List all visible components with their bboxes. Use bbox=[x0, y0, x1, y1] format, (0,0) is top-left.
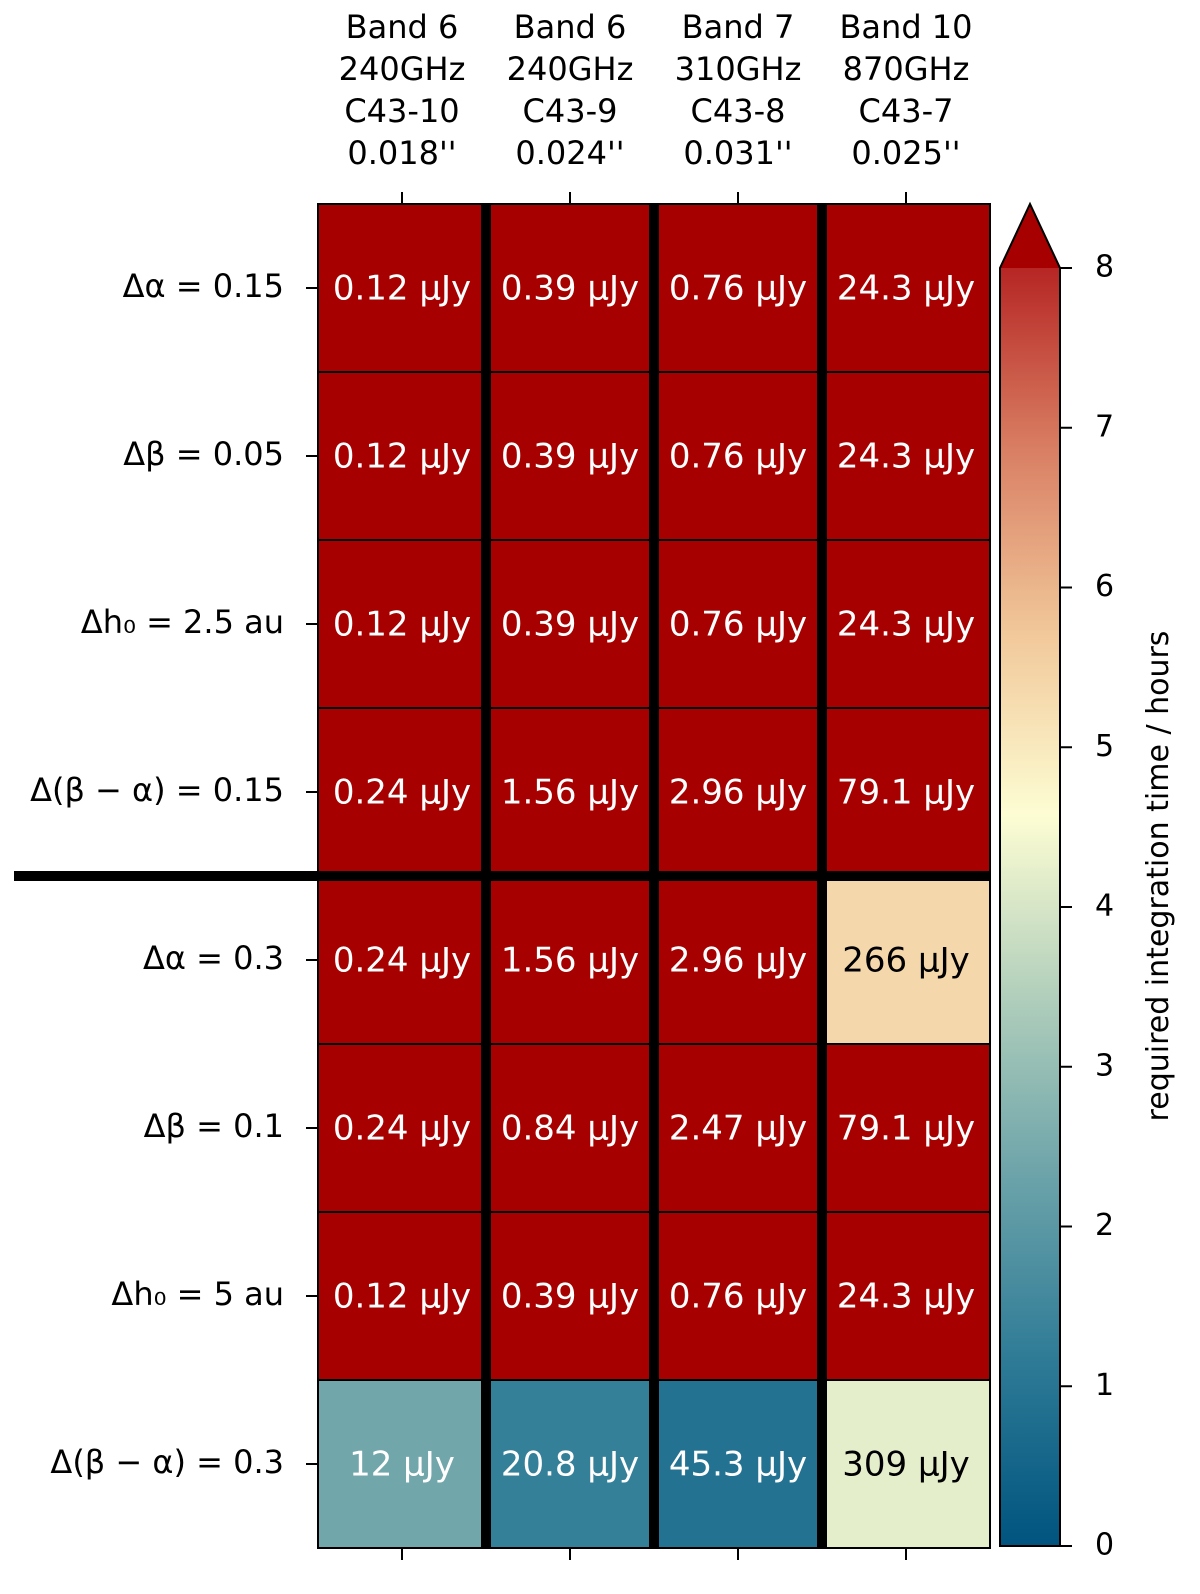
cell-value-label: 0.24 μJy bbox=[333, 773, 471, 813]
column-header-line: 0.024'' bbox=[515, 134, 624, 172]
column-header-line: 0.025'' bbox=[851, 134, 960, 172]
cell-value-label: 0.12 μJy bbox=[333, 1277, 471, 1317]
cell-value-label: 0.12 μJy bbox=[333, 605, 471, 645]
cell-value-label: 2.96 μJy bbox=[669, 773, 807, 813]
heatmap-cell bbox=[317, 1211, 487, 1381]
cell-value-label: 1.56 μJy bbox=[501, 941, 639, 981]
column-header-line: 870GHz bbox=[843, 50, 970, 88]
heatmap-cell bbox=[653, 1043, 823, 1213]
cell-value-label: 0.39 μJy bbox=[501, 437, 639, 477]
colorbar-tick-label: 2 bbox=[1095, 1208, 1114, 1243]
column-header-line: Band 10 bbox=[839, 8, 972, 46]
cell-value-label: 0.76 μJy bbox=[669, 437, 807, 477]
colorbar-tick-label: 6 bbox=[1095, 569, 1114, 604]
column-header-line: Band 7 bbox=[682, 8, 795, 46]
column-header-line: Band 6 bbox=[514, 8, 627, 46]
column-header-line: 240GHz bbox=[507, 50, 634, 88]
cell-value-label: 0.39 μJy bbox=[501, 1277, 639, 1317]
heatmap-cell bbox=[653, 1379, 823, 1549]
cell-value-label: 0.84 μJy bbox=[501, 1109, 639, 1149]
heatmap-cell bbox=[821, 539, 991, 709]
heatmap-cell bbox=[317, 203, 487, 373]
heatmap-cell bbox=[317, 1043, 487, 1213]
heatmap-cell bbox=[317, 371, 487, 541]
heatmap-cell bbox=[485, 1043, 655, 1213]
cell-value-label: 0.39 μJy bbox=[501, 605, 639, 645]
colorbar-tick-label: 7 bbox=[1095, 409, 1114, 444]
heatmap-cell bbox=[821, 1211, 991, 1381]
colorbar-outline bbox=[999, 201, 1061, 1547]
heatmap-cell bbox=[821, 203, 991, 373]
cell-value-label: 2.47 μJy bbox=[669, 1109, 807, 1149]
row-label: Δ(β − α) = 0.3 bbox=[50, 1443, 284, 1481]
cell-value-label: 24.3 μJy bbox=[837, 437, 975, 477]
heatmap-cell bbox=[317, 707, 487, 877]
row-label: Δβ = 0.05 bbox=[123, 435, 284, 473]
cell-value-label: 0.24 μJy bbox=[333, 941, 471, 981]
heatmap-cell bbox=[653, 1211, 823, 1381]
cell-value-label: 0.12 μJy bbox=[333, 269, 471, 309]
cell-value-label: 0.76 μJy bbox=[669, 605, 807, 645]
colorbar-tick-label: 5 bbox=[1095, 729, 1114, 764]
row-label: Δh₀ = 5 au bbox=[111, 1275, 284, 1313]
colorbar-tick-label: 8 bbox=[1095, 250, 1114, 285]
column-header-line: 0.018'' bbox=[347, 134, 456, 172]
heatmap-cell bbox=[485, 539, 655, 709]
cell-value-label: 24.3 μJy bbox=[837, 605, 975, 645]
column-header-line: C43-10 bbox=[344, 92, 459, 130]
colorbar-extend-arrow bbox=[1000, 204, 1060, 268]
heatmap-cell bbox=[317, 1379, 487, 1549]
cell-value-label: 24.3 μJy bbox=[837, 1277, 975, 1317]
heatmap-cell bbox=[821, 875, 991, 1045]
heatmap-cell bbox=[653, 875, 823, 1045]
row-label: Δα = 0.15 bbox=[123, 267, 284, 305]
colorbar-tick-label: 4 bbox=[1095, 889, 1114, 924]
column-header-line: C43-9 bbox=[523, 92, 618, 130]
column-header-line: C43-7 bbox=[859, 92, 954, 130]
cell-value-label: 45.3 μJy bbox=[669, 1445, 807, 1485]
column-header-line: 240GHz bbox=[339, 50, 466, 88]
cell-value-label: 1.56 μJy bbox=[501, 773, 639, 813]
heatmap-cell bbox=[485, 371, 655, 541]
heatmap-cell bbox=[317, 875, 487, 1045]
row-label: Δh₀ = 2.5 au bbox=[81, 603, 284, 641]
row-label: Δβ = 0.1 bbox=[144, 1107, 284, 1145]
cell-value-label: 24.3 μJy bbox=[837, 269, 975, 309]
heatmap-cell bbox=[485, 203, 655, 373]
column-header-line: 310GHz bbox=[675, 50, 802, 88]
colorbar-tick-label: 3 bbox=[1095, 1048, 1114, 1083]
cell-value-label: 79.1 μJy bbox=[837, 1109, 975, 1149]
colorbar-body bbox=[1000, 268, 1060, 1546]
cell-value-label: 12 μJy bbox=[349, 1445, 455, 1485]
cell-value-label: 266 μJy bbox=[842, 941, 969, 981]
cell-value-label: 0.39 μJy bbox=[501, 269, 639, 309]
cell-value-label: 20.8 μJy bbox=[501, 1445, 639, 1485]
cell-value-label: 0.12 μJy bbox=[333, 437, 471, 477]
column-header-line: C43-8 bbox=[691, 92, 786, 130]
colorbar-tick-label: 0 bbox=[1095, 1528, 1114, 1563]
row-label: Δα = 0.3 bbox=[143, 939, 284, 977]
cell-value-label: 79.1 μJy bbox=[837, 773, 975, 813]
row-label: Δ(β − α) = 0.15 bbox=[30, 771, 284, 809]
cell-value-label: 309 μJy bbox=[842, 1445, 969, 1485]
heatmap-cell bbox=[485, 707, 655, 877]
colorbar-title: required integration time / hours bbox=[1141, 631, 1176, 1122]
cell-value-label: 2.96 μJy bbox=[669, 941, 807, 981]
column-header-line: Band 6 bbox=[346, 8, 459, 46]
cell-value-label: 0.24 μJy bbox=[333, 1109, 471, 1149]
cell-value-label: 0.76 μJy bbox=[669, 1277, 807, 1317]
colorbar-tick-label: 1 bbox=[1095, 1368, 1114, 1403]
cell-value-label: 0.76 μJy bbox=[669, 269, 807, 309]
column-header-line: 0.031'' bbox=[683, 134, 792, 172]
